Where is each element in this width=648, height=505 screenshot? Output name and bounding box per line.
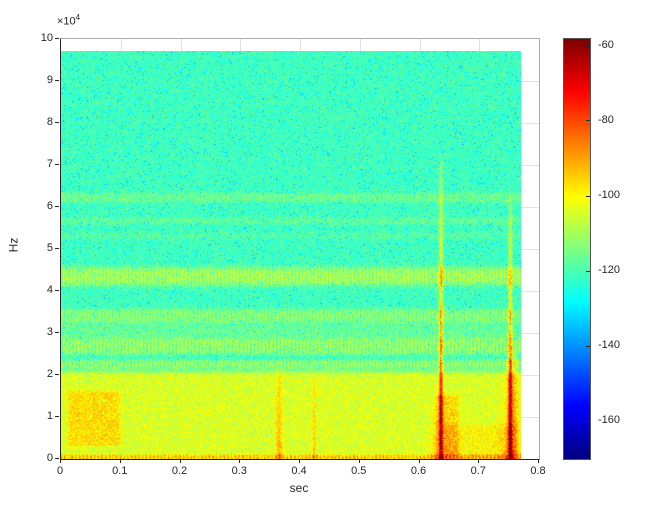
y-tick-label: 6: [46, 200, 53, 212]
x-axis-label: sec: [289, 481, 309, 495]
colorbar-tick-label: -80: [598, 113, 614, 126]
x-tick-mark: [120, 459, 121, 463]
plot-area: [60, 38, 540, 460]
y-axis-exponent: ×104: [57, 13, 80, 28]
y-tick-mark: [55, 164, 59, 165]
y-tick-mark: [55, 458, 59, 459]
y-tick-mark: [55, 374, 59, 375]
x-tick-label: 0.4: [291, 465, 307, 477]
colorbar: [563, 38, 591, 460]
colorbar-tick-mark: [586, 46, 590, 47]
y-tick-label: 9: [46, 74, 53, 86]
colorbar-tick-mark: [586, 196, 590, 197]
x-tick-mark: [359, 459, 360, 463]
x-tick-label: 0.2: [171, 465, 188, 477]
colorbar-gradient: [564, 39, 590, 459]
y-tick-label: 4: [46, 284, 53, 296]
x-tick-label: 0.5: [351, 465, 367, 477]
y-tick-mark: [55, 248, 59, 249]
y-tick-mark: [55, 332, 59, 333]
x-tick-label: 0.6: [410, 465, 427, 477]
x-tick-label: 0.3: [231, 465, 247, 477]
x-tick-mark: [478, 459, 479, 463]
x-tick-mark: [180, 459, 181, 463]
y-tick-mark: [55, 122, 59, 123]
colorbar-tick-mark: [586, 421, 590, 422]
spectrogram-image: [61, 51, 521, 459]
colorbar-tick-label: -160: [598, 413, 621, 426]
x-tick-label: 0: [56, 465, 64, 477]
x-tick-label: 0.1: [112, 465, 128, 477]
y-tick-label: 0: [46, 452, 53, 464]
y-tick-mark: [55, 206, 59, 207]
colorbar-tick-mark: [586, 346, 590, 347]
colorbar-tick-label: -60: [598, 38, 614, 51]
x-tick-label: 0.7: [470, 465, 486, 477]
colorbar-tick-label: -100: [598, 188, 621, 201]
y-tick-label: 8: [46, 116, 53, 128]
y-tick-mark: [55, 38, 59, 39]
x-tick-mark: [538, 459, 539, 463]
x-tick-mark: [419, 459, 420, 463]
y-tick-mark: [55, 416, 59, 417]
y-tick-label: 2: [46, 368, 53, 380]
y-tick-label: 3: [46, 326, 53, 338]
x-tick-label: 0.8: [530, 465, 546, 477]
colorbar-tick-mark: [586, 271, 590, 272]
y-tick-mark: [55, 80, 59, 81]
y-tick-label: 1: [46, 410, 53, 422]
y-axis-label: Hz: [6, 237, 21, 253]
colorbar-tick-mark: [586, 120, 590, 121]
y-tick-label: 5: [46, 242, 53, 254]
y-exponent-base: ×10: [57, 15, 76, 28]
x-tick-mark: [60, 459, 61, 463]
x-tick-mark: [239, 459, 240, 463]
colorbar-tick-label: -120: [598, 263, 621, 276]
y-tick-label: 7: [46, 158, 53, 170]
x-tick-mark: [299, 459, 300, 463]
y-tick-mark: [55, 290, 59, 291]
colorbar-tick-label: -140: [598, 338, 621, 351]
y-tick-label: 10: [40, 32, 53, 44]
y-exponent-power: 4: [75, 13, 81, 22]
